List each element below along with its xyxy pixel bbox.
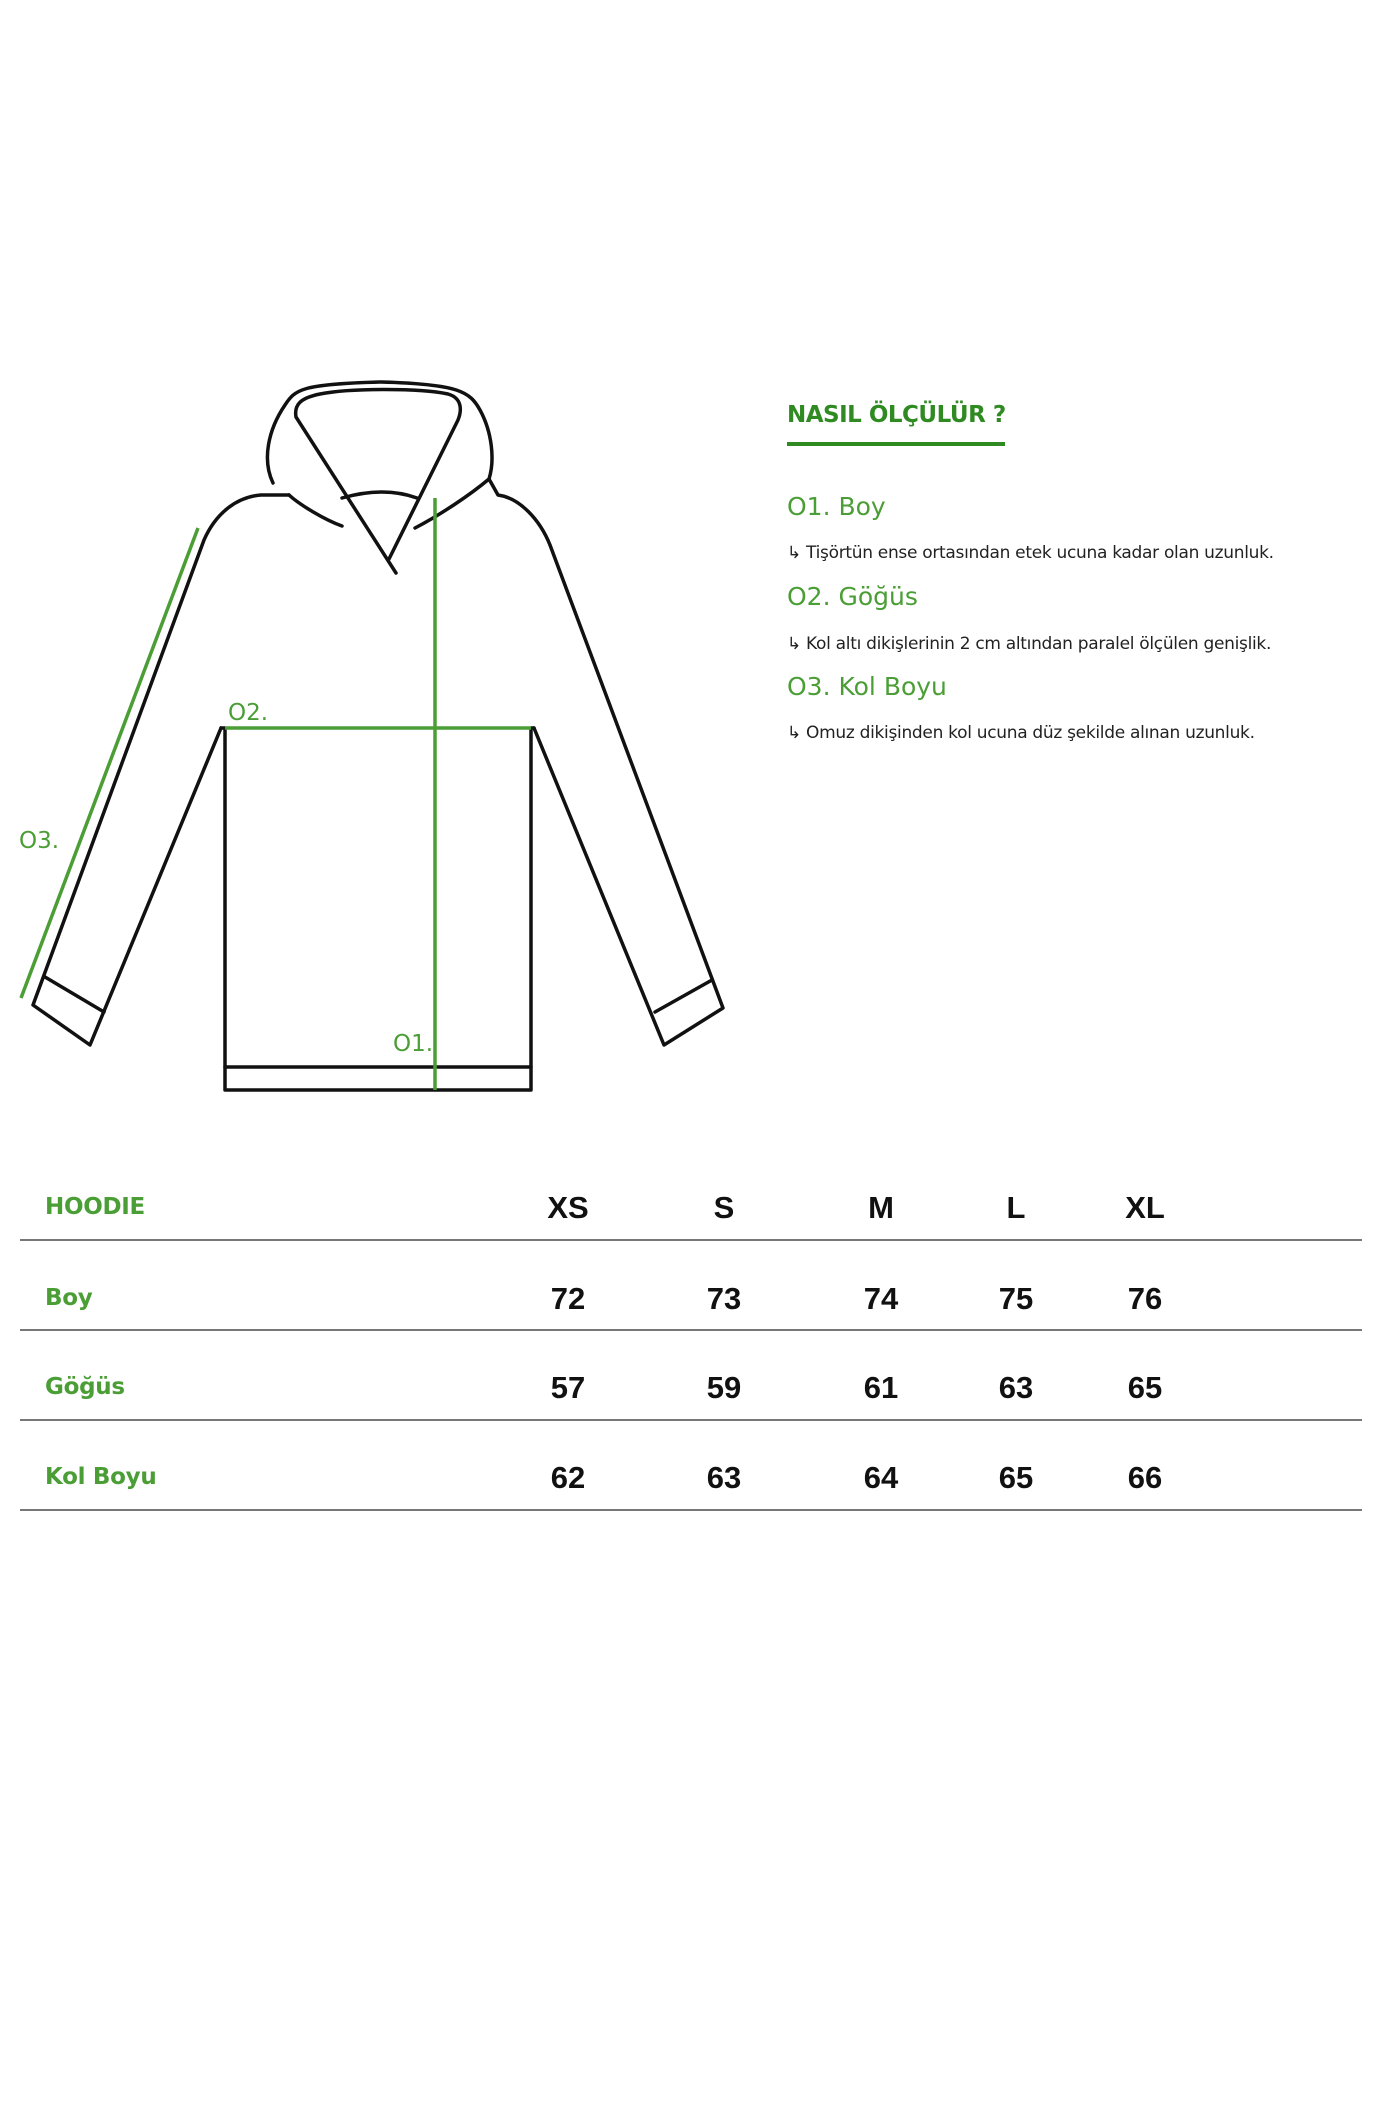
- hood-inner: [293, 387, 463, 575]
- table-cell: 59: [706, 1370, 742, 1405]
- table-cell: 62: [550, 1460, 586, 1495]
- step-description: ↳ Kol altı dikişlerinin 2 cm altından pa…: [787, 634, 1272, 654]
- right-sleeve: [487, 477, 725, 1047]
- title-underline: [787, 442, 1005, 446]
- size-header: L: [1006, 1190, 1026, 1225]
- table-cell: 73: [706, 1281, 742, 1316]
- table-cell: 63: [998, 1370, 1034, 1405]
- table-product-header: HOODIE: [45, 1194, 145, 1220]
- step-description: ↳ Omuz dikişinden kol ucuna düz şekilde …: [787, 723, 1255, 743]
- table-cell: 65: [998, 1460, 1034, 1495]
- size-header: S: [713, 1190, 735, 1225]
- row-label: Kol Boyu: [45, 1464, 157, 1490]
- step-description: ↳ Tişörtün ense ortasından etek ucuna ka…: [787, 543, 1274, 563]
- table-cell: 61: [863, 1370, 899, 1405]
- size-header: XL: [1125, 1190, 1165, 1225]
- table-divider: [20, 1329, 1362, 1331]
- hood-outline: [265, 380, 494, 485]
- table-cell: 76: [1127, 1281, 1163, 1316]
- row-label: Boy: [45, 1285, 93, 1311]
- table-cell: 74: [863, 1281, 899, 1316]
- hood-right-flap: [413, 477, 491, 530]
- chest-label: O2.: [228, 700, 269, 726]
- table-cell: 72: [550, 1281, 586, 1316]
- collar: [340, 490, 419, 500]
- table-divider: [20, 1419, 1362, 1421]
- body: [219, 726, 536, 1092]
- sleeve-measure-line: [19, 527, 200, 999]
- table-cell: 63: [706, 1460, 742, 1495]
- hood-left-flap: [287, 493, 344, 528]
- sleeve-label: O3.: [19, 828, 60, 854]
- table-cell: 64: [863, 1460, 899, 1495]
- left-sleeve: [31, 493, 291, 1047]
- table-cell: 66: [1127, 1460, 1163, 1495]
- step-heading: O3. Kol Boyu: [787, 672, 947, 701]
- left-cuff: [43, 975, 106, 1014]
- length-label: O1.: [393, 1031, 434, 1057]
- table-cell: 65: [1127, 1370, 1163, 1405]
- row-label: Göğüs: [45, 1374, 125, 1400]
- table-cell: 57: [550, 1370, 586, 1405]
- step-heading: O1. Boy: [787, 492, 886, 521]
- size-header: M: [868, 1190, 894, 1225]
- table-cell: 75: [998, 1281, 1034, 1316]
- size-header: XS: [547, 1190, 589, 1225]
- table-divider: [20, 1509, 1362, 1511]
- hoodie-diagram: [19, 380, 725, 1092]
- guide-title: NASIL ÖLÇÜLÜR ?: [787, 402, 1006, 428]
- right-cuff: [653, 978, 714, 1014]
- table-divider: [20, 1239, 1362, 1241]
- step-heading: O2. Göğüs: [787, 582, 918, 611]
